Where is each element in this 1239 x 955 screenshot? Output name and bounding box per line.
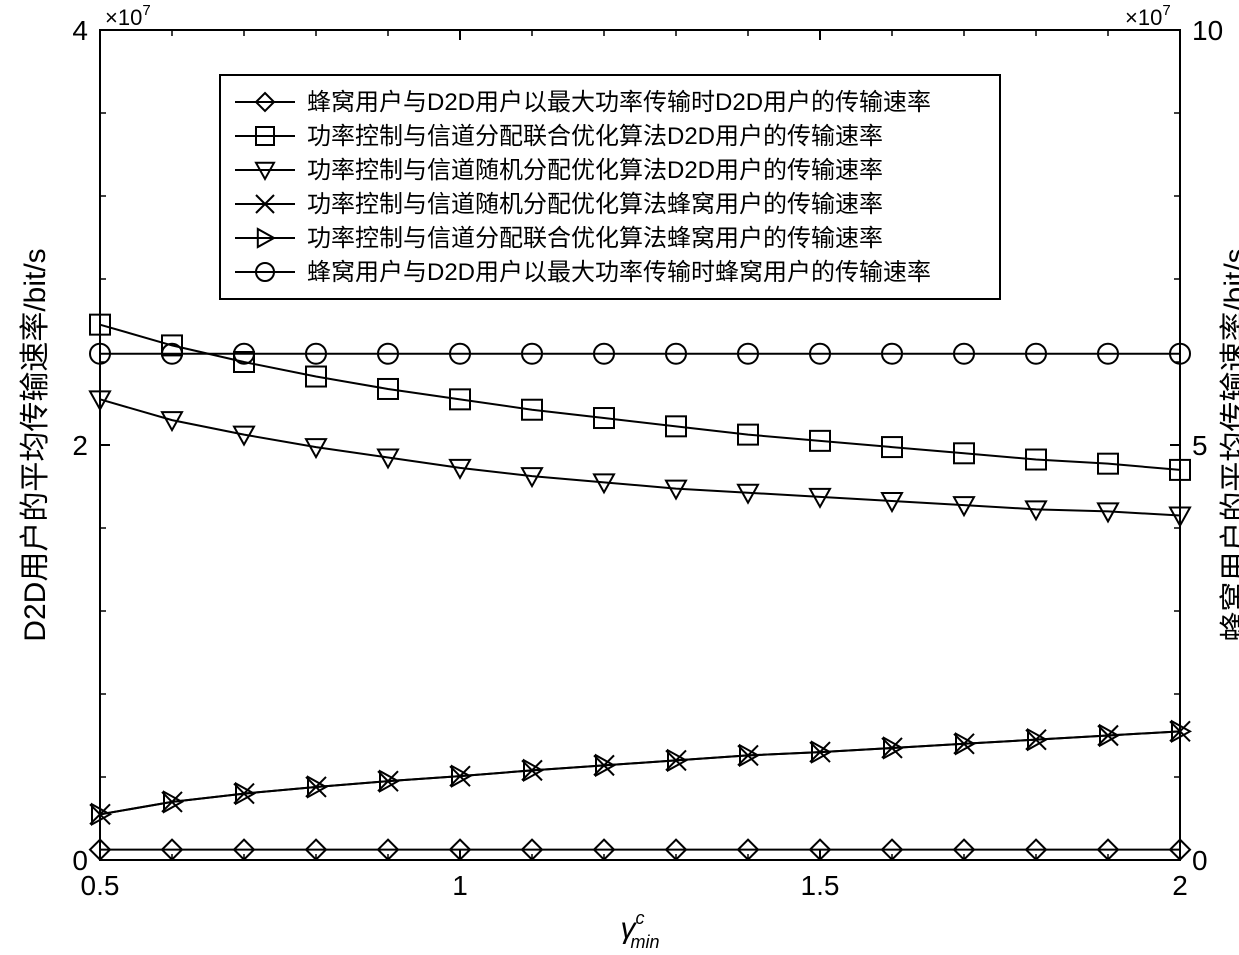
legend-label: 蜂窝用户与D2D用户以最大功率传输时D2D用户的传输速率 — [307, 89, 931, 116]
x-axis-label: γcmin — [620, 908, 659, 952]
x-tick-label: 2 — [1172, 870, 1188, 901]
x-tick-label: 1.5 — [801, 870, 840, 901]
series-triangle-right-line — [100, 731, 1180, 814]
y-right-axis-label: 蜂窝用户的平均传输速率/bit/s — [1219, 248, 1239, 641]
series-square-line — [100, 325, 1180, 470]
y-left-axis-label: D2D用户的平均传输速率/bit/s — [19, 248, 52, 641]
y-left-tick-label: 0 — [72, 845, 88, 876]
y-right-tick-label: 0 — [1192, 845, 1208, 876]
y-right-tick-label: 5 — [1192, 430, 1208, 461]
legend: 蜂窝用户与D2D用户以最大功率传输时D2D用户的传输速率功率控制与信道分配联合优… — [220, 75, 1000, 299]
y-right-tick-label: 10 — [1192, 15, 1223, 46]
y-left-exponent: ×107 — [105, 2, 151, 30]
series-x-line — [100, 731, 1180, 814]
y-left-tick-label: 4 — [72, 15, 88, 46]
legend-label: 蜂窝用户与D2D用户以最大功率传输时蜂窝用户的传输速率 — [307, 259, 931, 286]
x-tick-label: 1 — [452, 870, 468, 901]
legend-label: 功率控制与信道随机分配优化算法蜂窝用户的传输速率 — [307, 191, 883, 218]
chart-container: 0.511.520240510×107×107γcminD2D用户的平均传输速率… — [0, 0, 1239, 955]
y-right-exponent: ×107 — [1125, 2, 1171, 30]
legend-label: 功率控制与信道分配联合优化算法蜂窝用户的传输速率 — [307, 225, 883, 252]
chart-svg: 0.511.520240510×107×107γcminD2D用户的平均传输速率… — [0, 0, 1239, 955]
series-group — [90, 315, 1190, 860]
legend-label: 功率控制与信道随机分配优化算法D2D用户的传输速率 — [307, 157, 883, 184]
y-left-tick-label: 2 — [72, 430, 88, 461]
legend-label: 功率控制与信道分配联合优化算法D2D用户的传输速率 — [307, 123, 883, 150]
